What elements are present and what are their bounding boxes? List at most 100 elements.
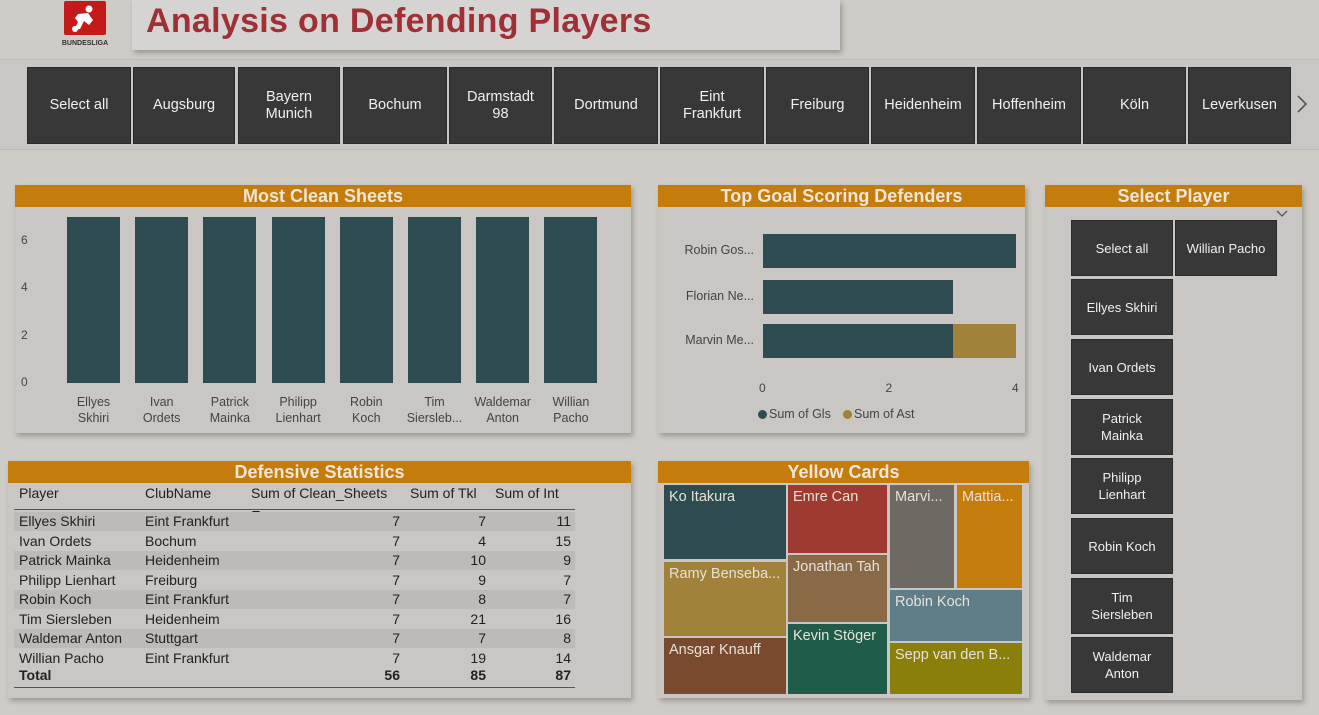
cell-int: 9: [563, 552, 571, 568]
treemap-tile-ko-itakura[interactable]: Ko Itakura: [664, 485, 786, 559]
clean-sheets-bar[interactable]: [544, 217, 598, 383]
page-title: Analysis on Defending Players: [146, 2, 652, 40]
cell-player: Ellyes Skhiri: [19, 513, 96, 529]
cell-clubname: Eint Frankfurt: [145, 649, 230, 666]
defensive-stats-panel: Defensive Statistics Player ClubName Sum…: [8, 461, 631, 698]
goal-bar-sum-of-gls[interactable]: [763, 280, 953, 314]
column-header-clean-sheets[interactable]: Sum of Clean_Sheets: [251, 485, 388, 501]
treemap-tile-ramy-benseba[interactable]: Ramy Benseba...: [664, 562, 786, 636]
x-tick-label: Tim Siersleb...: [406, 395, 463, 425]
player-option-philipp-lienhart[interactable]: Philipp Lienhart: [1071, 458, 1173, 514]
team-option-freiburg[interactable]: Freiburg: [766, 67, 869, 144]
cell-clubname: Eint Frankfurt: [145, 591, 230, 607]
cell-tkl: 21: [470, 610, 486, 627]
clean-sheets-bar[interactable]: [339, 217, 393, 383]
x-tick-label: 0: [759, 381, 766, 395]
team-option-hoffenheim[interactable]: Hoffenheim: [977, 67, 1081, 144]
team-option-leverkusen[interactable]: Leverkusen: [1188, 67, 1291, 144]
goal-bar-sum-of-gls[interactable]: [763, 234, 1016, 268]
treemap-tile-ansgar-knauff[interactable]: Ansgar Knauff: [664, 638, 786, 694]
table-row[interactable]: Patrick Mainka Heidenheim 7 10 9: [14, 551, 575, 570]
column-header-player[interactable]: Player: [19, 485, 59, 501]
treemap-tile-sepp-van-den-b[interactable]: Sepp van den B...: [890, 643, 1022, 694]
team-option-eint-frankfurt[interactable]: Eint Frankfurt: [660, 67, 764, 144]
player-option-willian-pacho[interactable]: Willian Pacho: [1175, 220, 1277, 276]
cell-int: 7: [563, 571, 571, 588]
team-option-augsburg[interactable]: Augsburg: [133, 67, 235, 144]
clean-sheets-bar[interactable]: [203, 217, 257, 383]
column-header-int[interactable]: Sum of Int: [495, 485, 559, 501]
chevron-down-icon[interactable]: [1276, 205, 1288, 223]
cell-int: 16: [555, 610, 571, 627]
total-divider: [14, 687, 575, 688]
total-int: 87: [555, 667, 571, 683]
cell-tkl: 9: [478, 571, 486, 588]
player-option-waldemar-anton[interactable]: Waldemar Anton: [1071, 637, 1173, 693]
defensive-stats-table: Player ClubName Sum of Clean_Sheets Sum …: [8, 483, 631, 698]
table-row[interactable]: Robin Koch Eint Frankfurt 7 8 7: [14, 590, 575, 609]
y-category-label: Robin Gos...: [684, 243, 754, 257]
team-option-heidenheim[interactable]: Heidenheim: [871, 67, 975, 144]
legend-marker-sum-of-ast: [843, 410, 852, 419]
chevron-right-icon[interactable]: [1296, 94, 1308, 120]
clean-sheets-bar[interactable]: [408, 217, 461, 383]
table-row[interactable]: Waldemar Anton Stuttgart 7 7 8: [14, 629, 575, 648]
treemap-tile-marvi[interactable]: Marvi...: [890, 485, 954, 588]
cell-clubname: Freiburg: [145, 571, 198, 588]
clean-sheets-bar[interactable]: [67, 217, 120, 383]
goal-bar-sum-of-ast[interactable]: [952, 324, 1016, 358]
total-label: Total: [19, 667, 52, 683]
column-header-tkl[interactable]: Sum of Tkl: [410, 485, 477, 501]
table-row[interactable]: Tim Siersleben Heidenheim 7 21 16: [14, 609, 575, 629]
clean-sheets-bar[interactable]: [271, 217, 325, 383]
cell-tkl: 7: [478, 630, 486, 646]
table-row[interactable]: Ellyes Skhiri Eint Frankfurt 7 7 11: [14, 512, 575, 531]
cell-clean-sheets: 7: [392, 649, 400, 666]
table-row[interactable]: Philipp Lienhart Freiburg 7 9 7: [14, 570, 575, 590]
treemap-tile-jonathan-tah[interactable]: Jonathan Tah: [788, 555, 887, 622]
cell-tkl: 8: [478, 591, 486, 607]
cell-tkl: 4: [478, 532, 486, 549]
player-option-select-all[interactable]: Select all: [1071, 220, 1173, 276]
clean-sheets-panel: Most Clean Sheets 0 2 4 6 Ellyes Skhiri Ivan Or…: [15, 185, 631, 433]
team-slicer: Select all Augsburg Bayern Munich Bochum…: [0, 59, 1319, 150]
team-option-bochum[interactable]: Bochum: [343, 67, 447, 144]
player-option-ellyes-skhiri[interactable]: Ellyes Skhiri: [1071, 279, 1173, 335]
table-row[interactable]: Willian Pacho Eint Frankfurt 7 19 14: [14, 648, 575, 668]
column-band: [247, 649, 249, 668]
team-option-select-all[interactable]: Select all: [27, 67, 131, 144]
player-option-tim-siersleben[interactable]: Tim Siersleben: [1071, 578, 1173, 634]
column-band: [247, 590, 249, 609]
total-clean-sheets: 56: [384, 667, 400, 683]
player-option-ivan-ordets[interactable]: Ivan Ordets: [1071, 339, 1173, 395]
player-option-robin-koch[interactable]: Robin Koch: [1071, 518, 1173, 574]
team-option-bayern-munich[interactable]: Bayern Munich: [238, 67, 340, 144]
treemap-tile-kevin-st-ger[interactable]: Kevin Stöger: [788, 624, 887, 694]
y-tick-label: 0: [21, 375, 28, 389]
clean-sheets-bar[interactable]: [476, 217, 530, 383]
treemap-tile-robin-koch[interactable]: Robin Koch: [890, 590, 1022, 641]
column-header-clubname[interactable]: ClubName: [145, 485, 212, 501]
team-option-darmstadt-98[interactable]: Darmstadt 98: [449, 67, 552, 144]
cell-clubname: Heidenheim: [145, 552, 220, 568]
y-tick-label: 2: [21, 327, 28, 342]
legend-label-sum-of-gls: Sum of Gls: [769, 407, 831, 421]
team-option-dortmund[interactable]: Dortmund: [554, 67, 658, 144]
cell-player: Patrick Mainka: [19, 552, 111, 568]
cell-int: 8: [563, 630, 571, 646]
cell-clubname: Heidenheim: [145, 610, 220, 627]
player-option-patrick-mainka[interactable]: Patrick Mainka: [1071, 399, 1173, 455]
column-band: [247, 551, 249, 570]
team-option-koln[interactable]: Köln: [1083, 67, 1186, 144]
clean-sheets-bar[interactable]: [135, 217, 189, 383]
cell-tkl: 19: [470, 649, 486, 666]
goal-bar-sum-of-gls[interactable]: [763, 324, 953, 358]
treemap-tile-mattia[interactable]: Mattia...: [957, 485, 1022, 588]
cell-clubname: Eint Frankfurt: [145, 513, 230, 529]
table-row[interactable]: Ivan Ordets Bochum 7 4 15: [14, 531, 575, 551]
cell-int: 15: [555, 532, 571, 549]
cell-tkl: 7: [478, 513, 486, 529]
cell-player: Tim Siersleben: [19, 610, 112, 627]
cell-clean-sheets: 7: [392, 591, 400, 607]
treemap-tile-emre-can[interactable]: Emre Can: [788, 485, 887, 553]
